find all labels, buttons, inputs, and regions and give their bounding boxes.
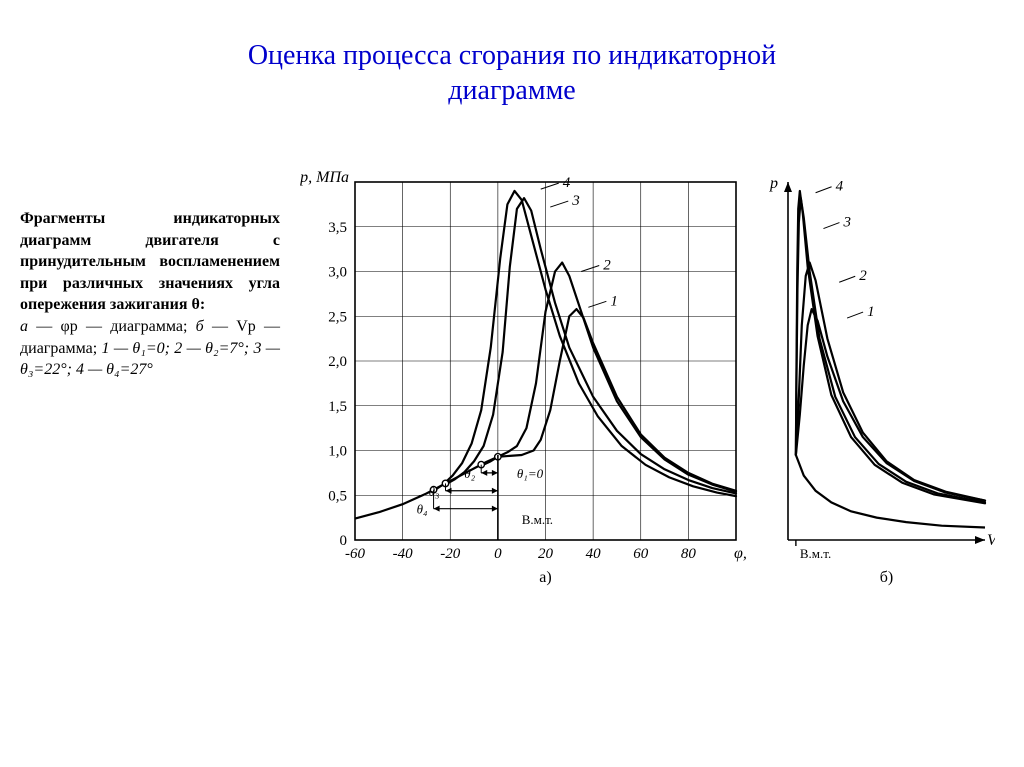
title-line-1: Оценка процесса сгорания по индикаторной: [248, 40, 776, 71]
caption-a: а: [20, 318, 28, 335]
svg-text:1: 1: [867, 304, 875, 320]
svg-text:3: 3: [571, 193, 580, 209]
chart-a-phi-p: -60 -40 -20 0 20 40 60 80 0 0,5 1,0 1,5 2,0 2,5 3,0 3,5…: [300, 170, 746, 600]
caption-bold: Фрагменты индикаторных диаграмм двигател…: [20, 210, 280, 313]
svg-text:θ₄: θ₄: [417, 502, 428, 517]
svg-text:4: 4: [836, 179, 844, 195]
svg-text:θ₂: θ₂: [464, 466, 475, 481]
svg-text:4: 4: [563, 175, 571, 191]
svg-text:θ₁=0: θ₁=0: [517, 466, 544, 481]
svg-text:80: 80: [681, 546, 697, 562]
svg-text:а): а): [539, 569, 551, 586]
caption-b: б: [196, 318, 204, 335]
svg-text:20: 20: [538, 546, 554, 562]
svg-text:φ,°: φ,°: [734, 545, 746, 562]
svg-text:0: 0: [494, 546, 502, 562]
svg-text:3: 3: [842, 215, 851, 231]
svg-text:-20: -20: [440, 546, 460, 562]
svg-text:-60: -60: [345, 546, 365, 562]
svg-text:1: 1: [610, 293, 618, 309]
svg-text:2,0: 2,0: [328, 354, 347, 370]
svg-text:р: р: [769, 175, 778, 192]
svg-text:1,0: 1,0: [328, 444, 347, 460]
svg-text:2: 2: [859, 268, 867, 284]
title-line-2: диаграмме: [448, 75, 575, 106]
svg-text:60: 60: [633, 546, 649, 562]
figure-caption: Фрагменты индикаторных диаграмм двигател…: [20, 208, 280, 381]
svg-text:б): б): [880, 569, 893, 586]
chart-b-v-p: р Vб) В.м.т. 4 3 2 1: [760, 170, 995, 600]
svg-text:1,5: 1,5: [328, 399, 347, 415]
svg-text:-40: -40: [393, 546, 413, 562]
svg-text:3,0: 3,0: [328, 265, 347, 281]
page-title: Оценка процесса сгорания по индикаторной…: [0, 38, 1024, 108]
svg-text:р, МПа: р, МПа: [300, 170, 349, 186]
svg-text:0: 0: [340, 533, 348, 549]
svg-text:В.м.т.: В.м.т.: [522, 512, 553, 527]
svg-text:0,5: 0,5: [328, 488, 347, 504]
svg-text:В.м.т.: В.м.т.: [800, 546, 831, 561]
svg-text:2: 2: [603, 258, 611, 274]
caption-phi: — φр — диаграмма;: [28, 318, 196, 335]
svg-text:2,5: 2,5: [328, 309, 347, 325]
svg-text:V: V: [987, 532, 995, 549]
svg-text:3,5: 3,5: [328, 220, 347, 236]
svg-text:40: 40: [586, 546, 602, 562]
